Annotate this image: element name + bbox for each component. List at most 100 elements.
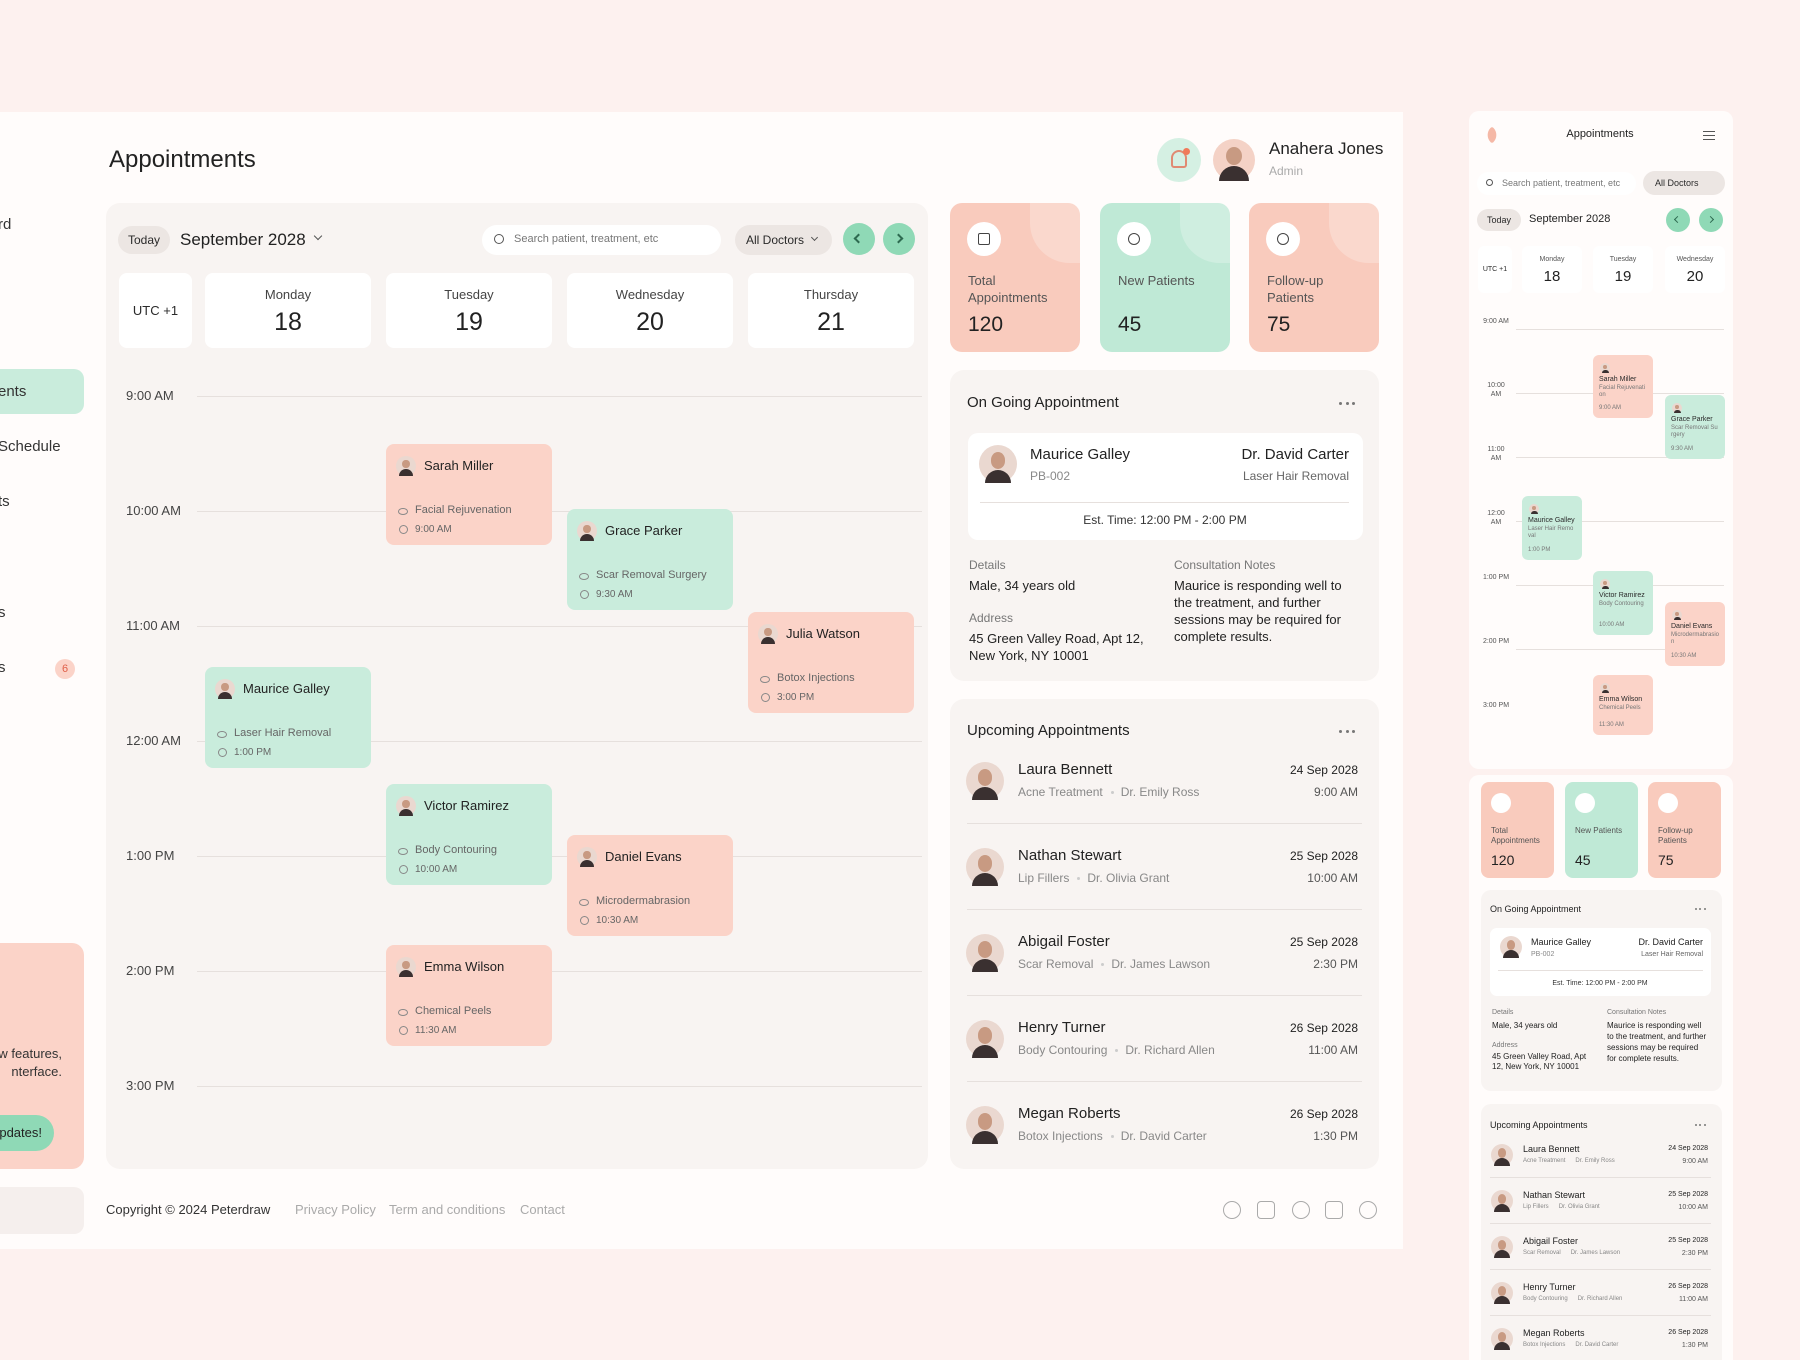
m-upcoming-treatment: Acne Treatment <box>1523 1158 1566 1165</box>
hour-line <box>197 741 922 742</box>
m-event-treatment: Facial Rejuvenation <box>1599 385 1646 398</box>
m-ongoing-title: On Going Appointment <box>1490 903 1582 914</box>
sidebar-active <box>0 369 84 414</box>
m-event-patient: Daniel Evans <box>1671 623 1713 630</box>
m-hour-line <box>1516 649 1724 650</box>
sidebar-bottom-card <box>0 1187 84 1234</box>
m-prev-button[interactable] <box>1666 208 1690 232</box>
avatar-body <box>971 1130 999 1144</box>
ongoing-id: PB-002 <box>1030 468 1071 483</box>
eye-icon <box>217 730 227 738</box>
doctor-filter[interactable]: All Doctors <box>735 225 832 255</box>
footer-link[interactable]: Contact <box>520 1202 565 1218</box>
m-event-patient: Emma Wilson <box>1599 696 1643 703</box>
m-details-value: Male, 34 years old <box>1492 1021 1558 1031</box>
m-upcoming-date: 26 Sep 2028 <box>1668 1282 1708 1290</box>
social-icon[interactable] <box>1292 1201 1310 1219</box>
avatar-body <box>399 809 413 816</box>
next-button[interactable] <box>883 223 915 255</box>
eye-icon <box>579 898 589 906</box>
sub-dot <box>1077 877 1081 880</box>
day-box <box>748 273 914 348</box>
eye-icon <box>760 675 770 683</box>
avatar-body <box>1673 409 1681 413</box>
social-icon[interactable] <box>1223 1201 1241 1219</box>
m-day-date: 19 <box>1614 268 1632 285</box>
stat-label: Follow-up Patients <box>1267 273 1324 305</box>
prev-button[interactable] <box>843 223 875 255</box>
m-upcoming-name: Nathan Stewart <box>1523 1189 1586 1200</box>
avatar-body <box>971 1044 999 1058</box>
day-name: Thursday <box>803 287 859 303</box>
m-day-date: 20 <box>1686 268 1704 285</box>
eye-icon <box>398 847 408 855</box>
footer-link[interactable]: Term and conditions <box>389 1202 506 1218</box>
month-label: September 2028 <box>180 229 306 249</box>
clock-icon <box>761 693 770 702</box>
avatar-body <box>580 860 594 867</box>
m-event-patient: Victor Ramirez <box>1599 592 1645 599</box>
row-divider <box>967 995 1362 996</box>
avatar-body <box>1219 166 1249 181</box>
upcoming-treatment: Lip Fillers <box>1018 870 1070 885</box>
m-details-label: Details <box>1492 1008 1514 1016</box>
m-next-button[interactable] <box>1699 208 1723 232</box>
m-upcoming-time: 11:00 AM <box>1678 1295 1708 1303</box>
m-upcoming-doctor: Dr. James Lawson <box>1570 1250 1621 1257</box>
social-icon[interactable] <box>1325 1201 1343 1219</box>
day-name: Tuesday <box>444 287 494 303</box>
social-icon[interactable] <box>1359 1201 1377 1219</box>
avatar-body <box>1494 1250 1510 1258</box>
upcoming-title: Upcoming Appointments <box>967 722 1130 739</box>
m-upcoming-name: Megan Roberts <box>1523 1327 1585 1338</box>
m-stat-label: Follow-up Patients <box>1658 826 1693 845</box>
avatar-body <box>1494 1342 1510 1350</box>
today-button[interactable]: Today <box>118 226 170 254</box>
m-doctor-filter[interactable]: All Doctors <box>1643 171 1725 195</box>
m-upcoming-title: Upcoming Appointments <box>1490 1119 1588 1130</box>
footer-link[interactable]: Privacy Policy <box>295 1202 376 1218</box>
stat-value: 120 <box>968 313 1004 337</box>
avatar-head <box>977 1113 993 1130</box>
avatar-body <box>1601 369 1609 373</box>
upcoming-time: 10:00 AM <box>1307 870 1358 885</box>
avatar-body <box>1494 1204 1510 1212</box>
avatar-body <box>399 970 413 977</box>
avatar-head <box>1603 580 1607 586</box>
row-divider <box>967 823 1362 824</box>
m-today-button[interactable]: Today <box>1477 209 1521 231</box>
m-stat-icon-bg <box>1491 793 1511 813</box>
search-box[interactable] <box>482 225 721 255</box>
m-ongoing-inner <box>1490 928 1711 996</box>
avatar-head <box>1497 1286 1507 1296</box>
m-time-label: 2:00 PM <box>1482 638 1510 645</box>
m-event-treatment: Body Contouring <box>1599 601 1644 607</box>
details-value: Male, 34 years old <box>969 578 1076 594</box>
avatar-head <box>221 682 229 692</box>
clock-icon <box>399 525 408 534</box>
m-hour-line <box>1516 329 1724 330</box>
m-time-label: 12:00 AM <box>1487 510 1505 526</box>
event-time: 11:30 AM <box>415 1025 457 1036</box>
ongoing-doctor: Dr. David Carter <box>1241 446 1349 463</box>
avatar-head <box>1532 505 1536 511</box>
upcoming-name: Henry Turner <box>1018 1019 1106 1036</box>
upcoming-doctor: Dr. Emily Ross <box>1120 784 1200 799</box>
m-upcoming-name: Henry Turner <box>1523 1281 1576 1292</box>
event-treatment: Botox Injections <box>777 672 855 685</box>
upcoming-doctor: Dr. James Lawson <box>1111 956 1211 971</box>
m-address-value: 45 Green Valley Road, Apt 12, New York, … <box>1492 1052 1587 1071</box>
upcoming-name: Nathan Stewart <box>1018 847 1122 864</box>
m-search-box[interactable] <box>1477 172 1636 195</box>
more-dot <box>1352 402 1356 405</box>
m-hour-line <box>1516 457 1724 458</box>
avatar-head <box>977 769 993 786</box>
mobile-title: Appointments <box>1566 128 1634 141</box>
promo-button[interactable]: pdates! <box>0 1115 54 1151</box>
event-treatment: Facial Rejuvenation <box>415 504 512 517</box>
social-icon[interactable] <box>1257 1201 1275 1219</box>
m-upcoming-time: 1:30 PM <box>1681 1341 1708 1349</box>
m-ongoing-est-time: Est. Time: 12:00 PM - 2:00 PM <box>1552 979 1648 987</box>
m-time-label: 10:00 AM <box>1487 382 1505 398</box>
sidebar-item: Schedule <box>0 438 61 455</box>
